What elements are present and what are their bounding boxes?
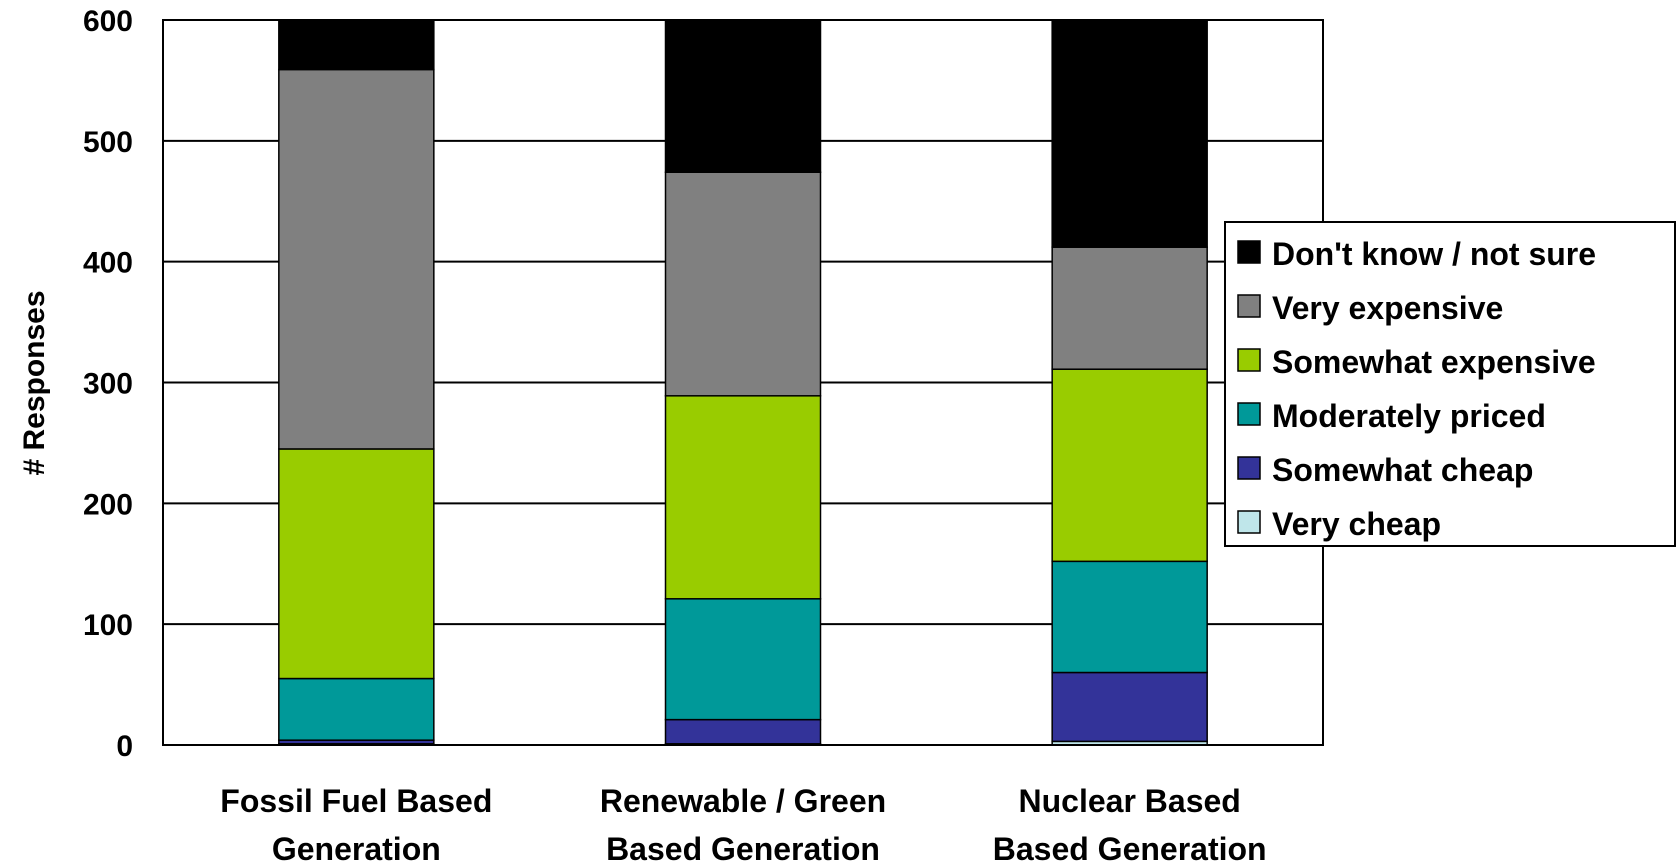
legend-swatch (1237, 294, 1261, 318)
x-category-label: Renewable / Green (600, 783, 886, 819)
bar-segment-4-1 (664, 171, 822, 397)
bar-segment-4-2 (1051, 246, 1208, 370)
bar-segment-1-1 (664, 718, 822, 745)
bar-segment-5-1 (664, 19, 822, 173)
legend-label: Very cheap (1272, 506, 1441, 542)
legend-label: Moderately priced (1272, 398, 1546, 434)
bar-segment-2-1 (664, 598, 822, 721)
x-category-label: Generation (272, 831, 441, 866)
legend-label: Don't know / not sure (1272, 236, 1596, 272)
legend-swatch (1237, 402, 1261, 426)
x-category-label: Based Generation (606, 831, 880, 866)
legend-label: Somewhat expensive (1272, 344, 1596, 380)
bar-segment-3-1 (664, 395, 822, 600)
bar-segment-1-2 (1051, 671, 1208, 743)
bars (278, 19, 1208, 746)
x-category-label: Based Generation (993, 831, 1267, 866)
y-tick-label: 200 (83, 488, 133, 521)
bar-segment-5-0 (278, 19, 435, 71)
legend-label: Very expensive (1272, 290, 1503, 326)
bar-segment-2-2 (1051, 560, 1208, 674)
legend-box (1224, 221, 1676, 547)
legend-label: Somewhat cheap (1272, 452, 1533, 488)
y-axis-label: # Responses (18, 290, 51, 475)
x-axis-categories: Fossil Fuel Based Generation Renewable / G… (220, 783, 1266, 866)
x-category-label: Fossil Fuel Based (220, 783, 492, 819)
bar-segment-2-0 (278, 677, 435, 741)
bar-segment-3-2 (1051, 368, 1208, 563)
legend-swatch (1237, 510, 1261, 534)
y-axis-ticks: 0 100 200 300 400 500 600 (83, 5, 133, 763)
y-tick-label: 100 (83, 609, 133, 642)
y-tick-label: 500 (83, 126, 133, 159)
bar-segment-5-2 (1051, 19, 1208, 248)
x-category-label: Nuclear Based (1019, 783, 1241, 819)
legend-swatch (1237, 456, 1261, 480)
legend-swatch (1237, 348, 1261, 372)
legend: Don't know / not sure Very expensive Somew… (1224, 221, 1676, 547)
y-tick-label: 300 (83, 368, 133, 401)
legend-swatch (1237, 240, 1261, 264)
y-tick-label: 400 (83, 247, 133, 280)
y-tick-label: 600 (83, 5, 133, 38)
y-tick-label: 0 (116, 730, 133, 763)
bar-segment-4-0 (278, 68, 435, 450)
bar-segment-3-0 (278, 448, 435, 680)
